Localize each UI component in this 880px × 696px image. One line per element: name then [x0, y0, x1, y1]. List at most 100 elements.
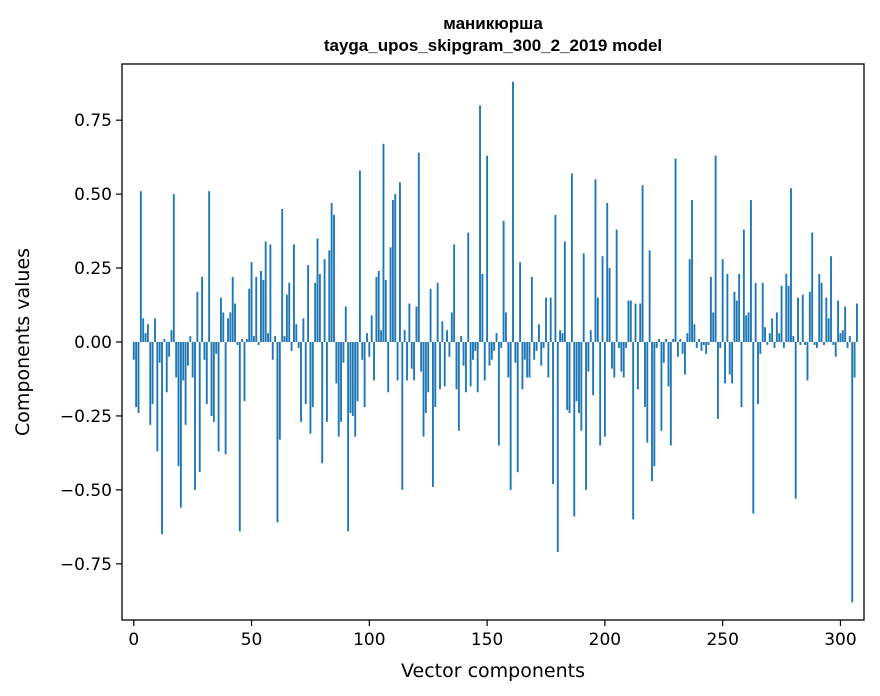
bar-80 [321, 342, 324, 464]
bar-76 [311, 342, 314, 408]
bar-223 [658, 339, 660, 342]
bar-168 [528, 342, 531, 378]
bar-203 [611, 342, 613, 369]
bar-167 [526, 342, 529, 378]
bar-281 [794, 342, 797, 499]
bar-301 [841, 330, 844, 342]
bar-104 [377, 271, 380, 342]
bar-101 [370, 315, 373, 342]
bar-10 [156, 342, 159, 452]
bar-302 [844, 306, 847, 342]
bar-142 [467, 232, 470, 342]
bar-8 [151, 342, 154, 405]
bar-73 [304, 342, 307, 405]
bar-252 [726, 273, 729, 342]
bar-230 [674, 158, 677, 342]
bar-262 [749, 200, 752, 342]
bar-156 [500, 342, 503, 348]
bar-39 [224, 342, 227, 455]
bar-158 [505, 312, 507, 342]
bar-108 [387, 342, 390, 393]
bar-222 [655, 342, 658, 348]
bar-188 [575, 342, 578, 402]
bar-87 [337, 342, 340, 437]
bar-95 [356, 342, 359, 402]
bar-127 [431, 342, 434, 487]
bar-225 [662, 342, 665, 363]
bar-171 [535, 342, 538, 351]
bar-64 [283, 336, 286, 342]
bar-292 [820, 282, 823, 342]
bar-151 [488, 342, 491, 366]
bar-9 [154, 318, 156, 342]
bar-102 [373, 342, 375, 381]
bar-195 [592, 342, 595, 396]
bar-121 [417, 152, 420, 342]
bar-304 [848, 336, 851, 342]
bar-283 [799, 342, 802, 345]
bar-303 [846, 342, 849, 348]
bar-165 [521, 342, 524, 390]
chart-title-line1: маникюрша [443, 14, 543, 33]
bar-198 [599, 342, 602, 446]
bar-217 [643, 342, 646, 408]
bar-236 [688, 259, 691, 342]
bar-295 [827, 318, 830, 342]
bar-114 [401, 342, 404, 490]
x-tick-label: 200 [589, 630, 621, 650]
bar-36 [217, 342, 220, 452]
bar-16 [170, 330, 173, 342]
bar-221 [653, 342, 656, 467]
bar-134 [448, 342, 451, 357]
y-tick-label: 0.00 [74, 333, 112, 353]
bar-54 [260, 271, 262, 342]
bar-207 [620, 342, 623, 372]
bar-182 [561, 333, 564, 342]
bar-56 [264, 241, 267, 342]
bar-58 [269, 244, 272, 342]
bar-81 [323, 259, 326, 342]
bar-278 [787, 285, 790, 342]
bar-124 [424, 342, 427, 413]
bar-113 [399, 182, 401, 342]
x-axis-label: Vector components [401, 660, 585, 682]
bar-305 [851, 342, 854, 603]
bar-41 [229, 312, 232, 342]
bar-260 [745, 315, 748, 342]
bar-218 [646, 342, 649, 443]
bar-79 [318, 273, 321, 342]
bar-0 [132, 342, 135, 360]
bar-255 [733, 291, 736, 342]
bar-59 [271, 342, 274, 360]
bar-253 [728, 342, 731, 375]
bar-4 [142, 318, 145, 342]
bar-194 [589, 330, 592, 342]
bar-49 [248, 288, 251, 342]
bar-14 [165, 342, 168, 393]
bar-238 [693, 324, 696, 342]
bar-90 [344, 306, 347, 342]
bar-126 [429, 288, 432, 342]
bar-199 [601, 256, 604, 342]
bar-172 [537, 324, 540, 342]
bar-67 [290, 342, 293, 351]
bar-228 [669, 342, 672, 446]
bar-196 [594, 179, 597, 342]
bar-227 [667, 342, 670, 387]
bar-100 [368, 342, 371, 357]
bar-86 [335, 342, 338, 384]
bar-23 [187, 342, 189, 366]
bar-123 [422, 342, 425, 437]
bar-282 [797, 297, 799, 342]
bar-164 [519, 262, 522, 342]
y-tick-label: 0.75 [74, 111, 112, 131]
bar-240 [698, 339, 701, 342]
bar-44 [236, 342, 239, 345]
bar-161 [512, 81, 514, 343]
bar-175 [545, 297, 547, 342]
bar-125 [427, 342, 430, 393]
bar-177 [549, 297, 552, 342]
bar-106 [382, 143, 385, 342]
bar-89 [342, 342, 345, 363]
